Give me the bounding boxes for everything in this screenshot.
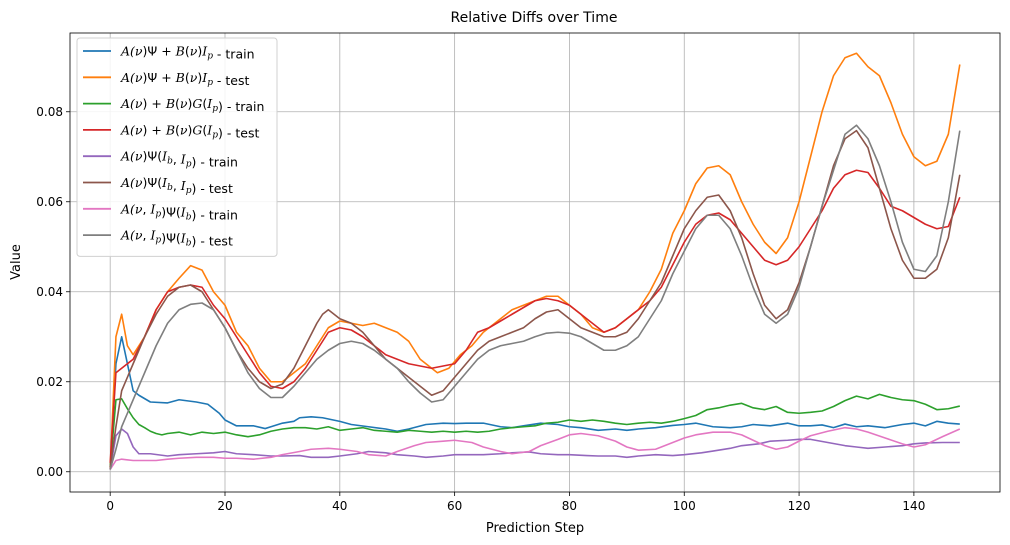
legend-frame — [76, 37, 278, 257]
x-tick-label: 100 — [673, 499, 696, 513]
legend-entry: A(ν)Ψ(Ib, Ip) - train — [120, 149, 238, 170]
legend-entry: A(ν, Ip)Ψ(Ib) - train — [120, 201, 238, 222]
x-tick-label: 120 — [788, 499, 811, 513]
x-tick-label: 20 — [217, 499, 232, 513]
legend-entry: A(ν) + B(ν)G(Ip) - train — [120, 96, 264, 114]
x-axis-label: Prediction Step — [486, 521, 584, 536]
series-line-8 — [109, 124, 961, 470]
y-axis-label: Value — [9, 244, 24, 280]
y-tick-label: 0.04 — [36, 285, 63, 299]
x-tick-label: 40 — [332, 499, 347, 513]
y-tick-label: 0.08 — [36, 105, 63, 119]
y-tick-label: 0.00 — [36, 465, 63, 479]
chart-title: Relative Diffs over Time — [451, 10, 618, 26]
series-line-3 — [109, 393, 960, 468]
x-tick-label: 0 — [106, 499, 114, 513]
plot-area — [69, 32, 1001, 493]
legend-entry: A(ν)Ψ + B(ν)Ip - test — [120, 70, 250, 88]
x-tick-label: 140 — [902, 499, 925, 513]
series-line-5 — [109, 428, 960, 470]
x-tick-label: 60 — [447, 499, 462, 513]
y-tick-label: 0.02 — [36, 375, 63, 389]
series-line-7 — [109, 426, 961, 470]
legend-entry: A(ν)Ψ + B(ν)Ip - train — [120, 44, 255, 62]
x-tick-label: 80 — [562, 499, 577, 513]
series-lines — [109, 52, 961, 470]
series-line-4 — [109, 169, 961, 463]
legend-entry: A(ν)Ψ(Ib, Ip) - test — [120, 175, 233, 196]
axis-ticks: 0 20 40 60 80 100 120 140 0.00 0.02 0.04 0.06 0.08 — [36, 105, 925, 513]
legend-entry: A(ν) + B(ν)G(Ip) - test — [120, 122, 259, 140]
series-line-1 — [109, 335, 960, 470]
y-tick-label: 0.06 — [36, 195, 63, 209]
series-line-2 — [109, 52, 961, 470]
legend-entry: A(ν, Ip)Ψ(Ib) - test — [120, 228, 233, 249]
legend: A(ν)Ψ + B(ν)Ip - train A(ν)Ψ + B(ν)Ip - t… — [76, 37, 278, 257]
